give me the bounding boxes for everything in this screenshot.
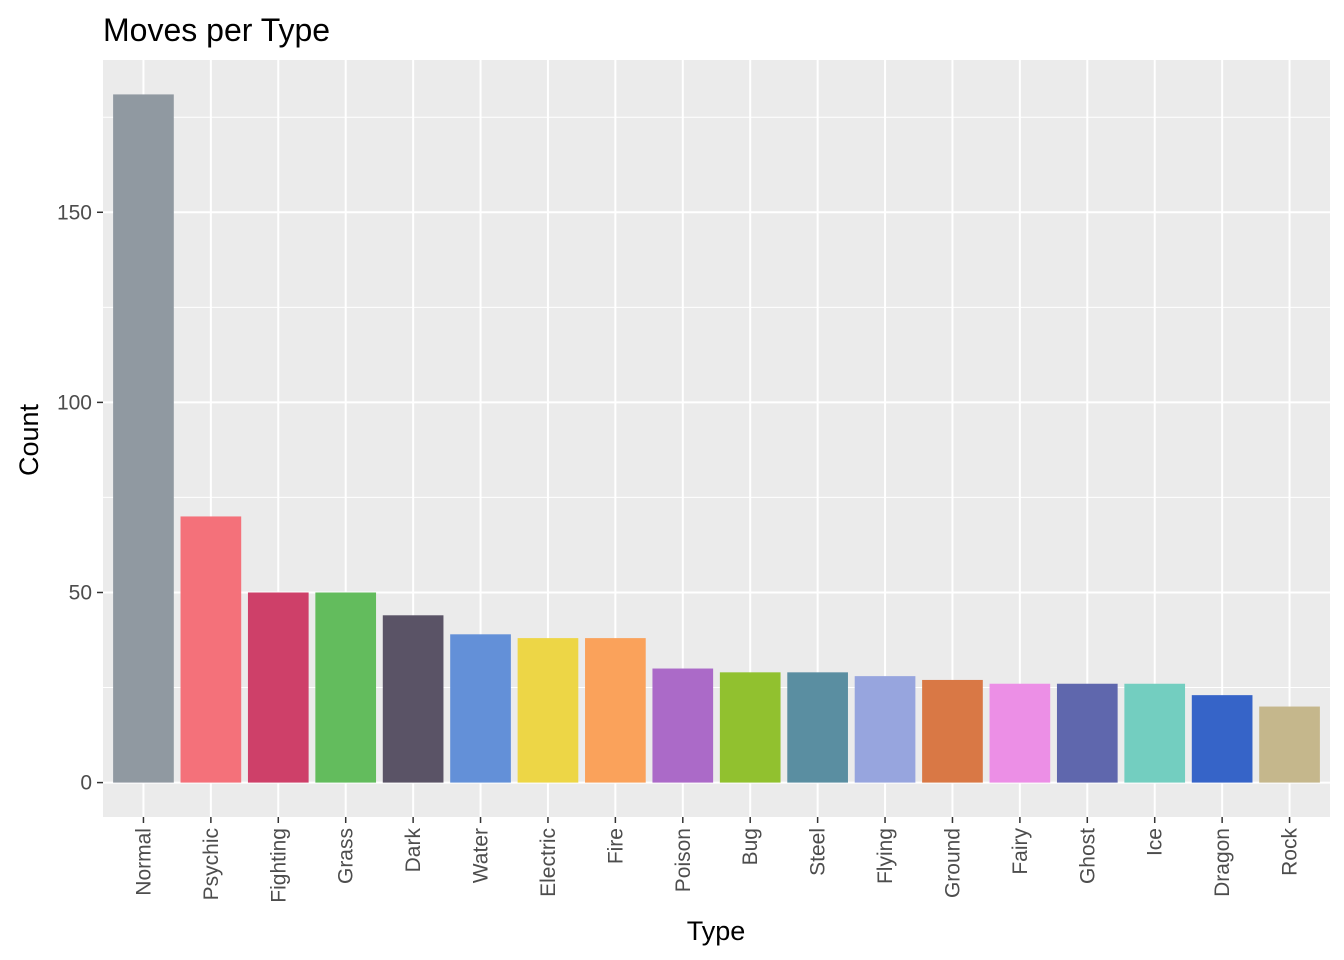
bar-flying (854, 676, 916, 783)
bar-electric (517, 638, 579, 783)
x-tick-label: Psychic (200, 828, 223, 900)
x-tick-label: Rock (1279, 828, 1302, 876)
bar-psychic (180, 516, 242, 783)
x-tick-label: Normal (132, 828, 155, 896)
x-tick-label: Fighting (267, 828, 290, 903)
x-tick-label: Dragon (1211, 828, 1234, 897)
bar-dark (382, 615, 444, 783)
bar-water (450, 634, 511, 783)
bar-fairy (989, 683, 1051, 783)
bar-fire (585, 638, 646, 783)
bar-rock (1259, 706, 1320, 783)
x-tick-label: Electric (537, 828, 560, 897)
x-tick-label: Fire (604, 828, 627, 864)
chart-title: Moves per Type (103, 12, 330, 48)
y-axis: 0 50 100 150 (57, 201, 103, 795)
x-tick-label: Steel (807, 828, 830, 876)
x-tick-label: Ghost (1076, 828, 1099, 884)
x-tick-label: Poison (672, 828, 695, 892)
y-tick-label: 50 (69, 581, 92, 604)
bar-bug (719, 672, 781, 783)
x-tick-label: Water (470, 828, 493, 883)
bars (113, 94, 1320, 783)
y-tick-label: 100 (57, 391, 92, 414)
x-axis: Normal Psychic Fighting Grass Dark Water Elect… (132, 817, 1302, 903)
x-tick-label: Bug (739, 828, 762, 865)
bar-normal (113, 94, 174, 783)
bar-poison (652, 668, 714, 783)
bar-steel (787, 672, 848, 783)
bar-fighting (247, 592, 309, 783)
bar-ground (922, 679, 983, 783)
x-tick-label: Ground (941, 828, 964, 898)
bar-ice (1124, 683, 1186, 783)
x-tick-label: Fairy (1009, 828, 1032, 875)
x-tick-label: Dark (402, 828, 425, 873)
bar-ghost (1056, 683, 1118, 783)
bar-dragon (1191, 695, 1253, 783)
bar-grass (315, 592, 377, 783)
y-tick-label: 150 (57, 201, 92, 224)
x-tick-label: Ice (1144, 828, 1167, 856)
y-axis-title: Count (14, 403, 44, 476)
x-axis-title: Type (687, 916, 746, 946)
x-tick-label: Flying (874, 828, 897, 884)
y-tick-label: 0 (80, 772, 92, 795)
x-tick-label: Grass (335, 828, 358, 884)
